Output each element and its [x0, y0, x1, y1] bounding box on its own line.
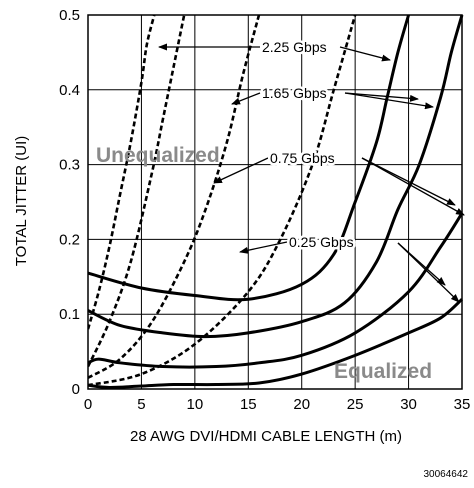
label-0-25-gbps: 0.25 Gbps [289, 234, 354, 250]
leader-arrow [361, 157, 456, 206]
series-unequalized-0-25-gbps [88, 14, 357, 387]
annotation-equalized: Equalized [334, 360, 432, 383]
annotation-unequalized: Unequalized [96, 144, 220, 167]
label-0-75-gbps: 0.75 Gbps [270, 150, 335, 166]
y-tick-label: 0.5 [59, 7, 80, 24]
leader-arrow [361, 157, 465, 216]
leader-arrow [213, 157, 269, 184]
y-axis-label: TOTAL JITTER (UI) [13, 136, 30, 267]
series-equalized-2-25-gbps [88, 14, 411, 302]
series-unequalized-2-25-gbps [88, 14, 156, 330]
y-tick-label: 0.4 [59, 82, 80, 99]
series-unequalized-0-75-gbps [88, 14, 261, 379]
series-equalized-0-25-gbps [88, 298, 464, 390]
plot-frame [87, 14, 463, 390]
x-tick-label: 20 [293, 396, 310, 413]
x-tick-label: 35 [454, 396, 471, 413]
rate-labels: 2.25 Gbps 1.65 Gbps 0.75 Gbps 0.25 Gbps [260, 37, 357, 253]
label-1-65-gbps: 1.65 Gbps [262, 85, 327, 101]
y-tick-label: 0.2 [59, 231, 80, 248]
x-tick-label: 10 [187, 396, 204, 413]
overlay: Unequalized Equalized [96, 144, 432, 383]
x-axis-label: 28 AWG DVI/HDMI CABLE LENGTH (m) [130, 428, 402, 445]
tick-labels: 0 5 10 15 20 25 30 35 0 0.1 0.2 0.3 0.4 0.5 [59, 7, 470, 413]
x-tick-label: 15 [240, 396, 257, 413]
y-tick-label: 0.3 [59, 157, 80, 174]
leader-arrow [239, 241, 288, 254]
figure-id: 30064642 [424, 469, 469, 480]
y-tick-label: 0.1 [59, 306, 80, 323]
y-tick-label: 0 [72, 381, 80, 398]
x-tick-label: 5 [137, 396, 145, 413]
x-tick-label: 30 [400, 396, 417, 413]
leader-arrow [344, 92, 419, 102]
leader-arrow [344, 92, 434, 110]
leader-arrow [397, 242, 460, 303]
curves [88, 14, 464, 390]
x-tick-label: 25 [347, 396, 364, 413]
label-2-25-gbps: 2.25 Gbps [262, 39, 327, 55]
leader-arrow [231, 92, 261, 105]
arrows [158, 43, 465, 303]
series-equalized-0-75-gbps [88, 212, 464, 369]
series-equalized-1-65-gbps [88, 14, 464, 339]
x-tick-label: 0 [84, 396, 92, 413]
leader-arrow [339, 46, 391, 62]
